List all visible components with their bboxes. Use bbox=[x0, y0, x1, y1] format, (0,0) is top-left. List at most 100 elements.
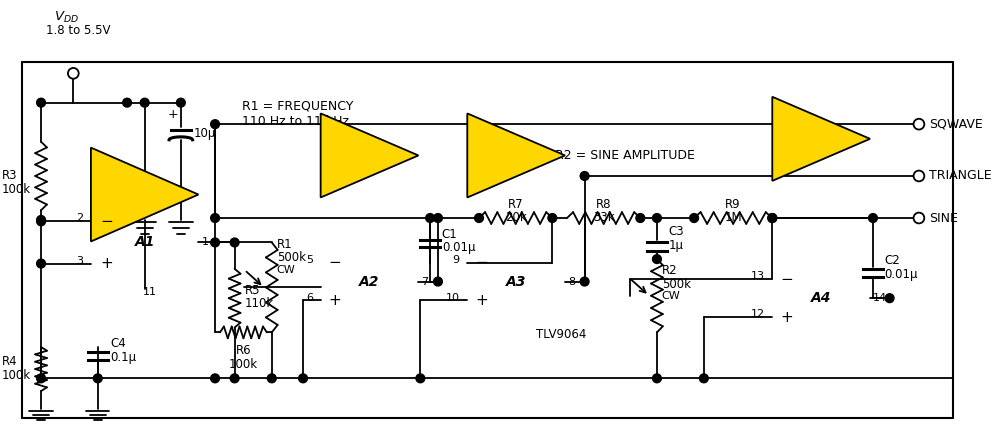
Text: R2 = SINE AMPLITUDE: R2 = SINE AMPLITUDE bbox=[555, 149, 695, 162]
Circle shape bbox=[868, 214, 877, 222]
Text: SQWAVE: SQWAVE bbox=[929, 118, 982, 131]
Circle shape bbox=[913, 213, 924, 223]
Circle shape bbox=[768, 214, 776, 222]
Circle shape bbox=[211, 238, 220, 247]
Text: 110k: 110k bbox=[245, 297, 274, 310]
Text: 20k: 20k bbox=[504, 211, 526, 224]
Circle shape bbox=[37, 217, 46, 226]
Circle shape bbox=[140, 98, 149, 107]
Text: 0.01μ: 0.01μ bbox=[442, 242, 476, 254]
Text: R6: R6 bbox=[236, 344, 251, 357]
Text: 0.01μ: 0.01μ bbox=[885, 268, 918, 281]
Text: R2: R2 bbox=[661, 264, 677, 277]
Polygon shape bbox=[321, 114, 419, 198]
Text: 13: 13 bbox=[750, 271, 764, 281]
Text: 0.1μ: 0.1μ bbox=[111, 351, 137, 364]
Circle shape bbox=[652, 214, 661, 222]
Polygon shape bbox=[772, 97, 870, 181]
Text: −: − bbox=[329, 255, 342, 270]
Text: −: − bbox=[780, 272, 793, 287]
Text: R5: R5 bbox=[245, 284, 260, 297]
Circle shape bbox=[230, 238, 239, 247]
Circle shape bbox=[93, 374, 102, 383]
Text: 1.8 to 5.5V: 1.8 to 5.5V bbox=[46, 24, 111, 38]
Text: 1μ: 1μ bbox=[668, 239, 683, 252]
Text: R1 = FREQUENCY
110 Hz to 11 kHz: R1 = FREQUENCY 110 Hz to 11 kHz bbox=[243, 100, 354, 128]
Circle shape bbox=[434, 277, 443, 286]
Text: 33k: 33k bbox=[592, 211, 614, 224]
Circle shape bbox=[268, 374, 276, 383]
Circle shape bbox=[123, 98, 132, 107]
Circle shape bbox=[547, 214, 556, 222]
Text: TRIANGLE: TRIANGLE bbox=[929, 170, 991, 183]
Circle shape bbox=[37, 259, 46, 268]
Text: R1: R1 bbox=[277, 238, 293, 250]
Text: CW: CW bbox=[277, 265, 296, 275]
Circle shape bbox=[689, 214, 698, 222]
Circle shape bbox=[211, 120, 220, 128]
Circle shape bbox=[37, 374, 46, 383]
Text: 8: 8 bbox=[568, 277, 575, 287]
Circle shape bbox=[211, 374, 220, 383]
Text: R7: R7 bbox=[507, 198, 523, 212]
Circle shape bbox=[37, 215, 46, 224]
Text: +: + bbox=[168, 108, 179, 121]
Circle shape bbox=[426, 214, 435, 222]
Text: 2: 2 bbox=[76, 213, 83, 223]
Text: 500k: 500k bbox=[661, 277, 691, 291]
Text: $V_{DD}$: $V_{DD}$ bbox=[54, 10, 79, 25]
Text: A1: A1 bbox=[135, 236, 155, 250]
Text: R8: R8 bbox=[596, 198, 611, 212]
Circle shape bbox=[434, 214, 443, 222]
Text: C2: C2 bbox=[885, 254, 900, 267]
Circle shape bbox=[580, 277, 589, 286]
Text: 100k: 100k bbox=[2, 368, 31, 382]
Text: 3: 3 bbox=[76, 256, 83, 266]
Text: SINE: SINE bbox=[929, 212, 958, 225]
Text: 1: 1 bbox=[202, 236, 209, 246]
Text: 500k: 500k bbox=[277, 251, 306, 264]
Text: C3: C3 bbox=[668, 225, 684, 238]
Text: +: + bbox=[780, 309, 793, 325]
Text: A3: A3 bbox=[505, 274, 526, 288]
Circle shape bbox=[913, 170, 924, 181]
Text: A2: A2 bbox=[360, 274, 380, 288]
Circle shape bbox=[913, 119, 924, 129]
Text: 11: 11 bbox=[143, 288, 157, 298]
Circle shape bbox=[68, 68, 79, 79]
Text: C4: C4 bbox=[111, 337, 126, 350]
Circle shape bbox=[230, 374, 239, 383]
Text: CW: CW bbox=[661, 291, 680, 302]
Text: +: + bbox=[476, 293, 488, 308]
Text: 5: 5 bbox=[306, 255, 313, 265]
Circle shape bbox=[768, 214, 776, 222]
Text: 100k: 100k bbox=[2, 183, 31, 196]
Text: 10μ: 10μ bbox=[194, 127, 216, 140]
Text: 1M: 1M bbox=[724, 211, 742, 224]
Circle shape bbox=[636, 214, 644, 222]
Text: R9: R9 bbox=[725, 198, 741, 212]
Text: 10: 10 bbox=[446, 292, 460, 302]
Text: 6: 6 bbox=[306, 292, 313, 302]
Text: −: − bbox=[476, 255, 488, 270]
Circle shape bbox=[652, 374, 661, 383]
Circle shape bbox=[211, 214, 220, 222]
Text: 4: 4 bbox=[146, 187, 153, 198]
Text: 9: 9 bbox=[453, 255, 460, 265]
Text: −: − bbox=[101, 214, 114, 229]
Polygon shape bbox=[91, 148, 199, 242]
Text: R4: R4 bbox=[2, 355, 18, 368]
Circle shape bbox=[652, 255, 661, 264]
Circle shape bbox=[37, 98, 46, 107]
Text: 14: 14 bbox=[873, 293, 887, 303]
Text: TLV9064: TLV9064 bbox=[535, 329, 586, 341]
Text: 7: 7 bbox=[422, 277, 429, 287]
Circle shape bbox=[177, 98, 185, 107]
Polygon shape bbox=[468, 114, 565, 198]
Text: A4: A4 bbox=[811, 291, 831, 305]
Circle shape bbox=[475, 214, 484, 222]
Circle shape bbox=[416, 374, 425, 383]
Circle shape bbox=[699, 374, 708, 383]
Text: 100k: 100k bbox=[229, 358, 258, 371]
Text: 12: 12 bbox=[750, 309, 764, 319]
